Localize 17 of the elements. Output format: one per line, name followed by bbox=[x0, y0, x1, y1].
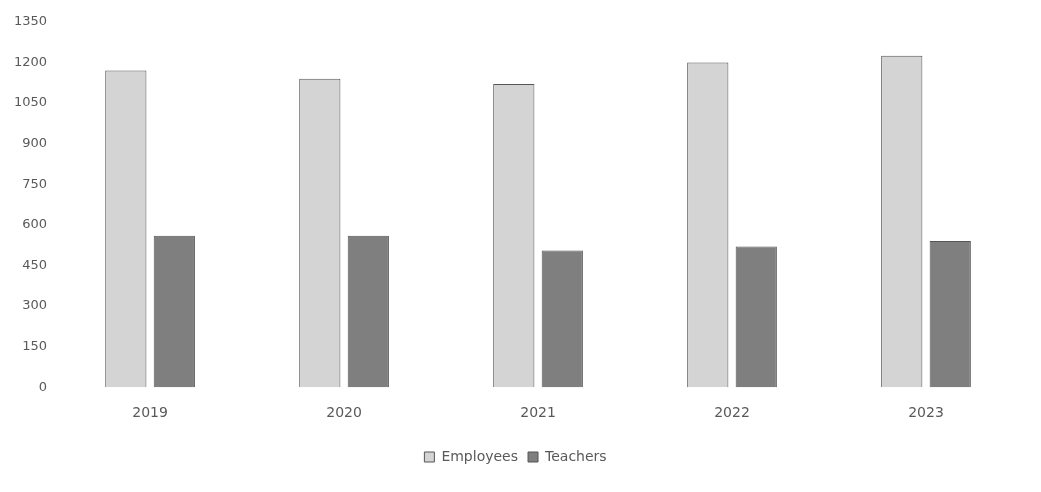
y-tick-label: 300 bbox=[22, 297, 48, 313]
x-tick-label: 2021 bbox=[520, 404, 556, 421]
x-tick-label: 2023 bbox=[908, 404, 944, 421]
y-tick-label: 150 bbox=[22, 337, 48, 353]
y-tick-label: 900 bbox=[22, 134, 48, 150]
y-tick-label: 750 bbox=[22, 175, 48, 191]
y-tick-label: 600 bbox=[22, 216, 48, 232]
x-tick-label: 2020 bbox=[326, 404, 362, 421]
y-tick-label: 1050 bbox=[13, 94, 48, 110]
y-tick-label: 1200 bbox=[13, 53, 48, 69]
legend-label: Employees bbox=[441, 447, 519, 464]
y-tick-label: 1350 bbox=[13, 13, 48, 29]
legend-label: Teachers bbox=[544, 447, 607, 464]
y-tick-label: 0 bbox=[38, 378, 48, 394]
x-tick-label: 2019 bbox=[132, 404, 168, 421]
x-tick-label: 2022 bbox=[714, 404, 750, 421]
y-tick-label: 450 bbox=[22, 256, 48, 272]
